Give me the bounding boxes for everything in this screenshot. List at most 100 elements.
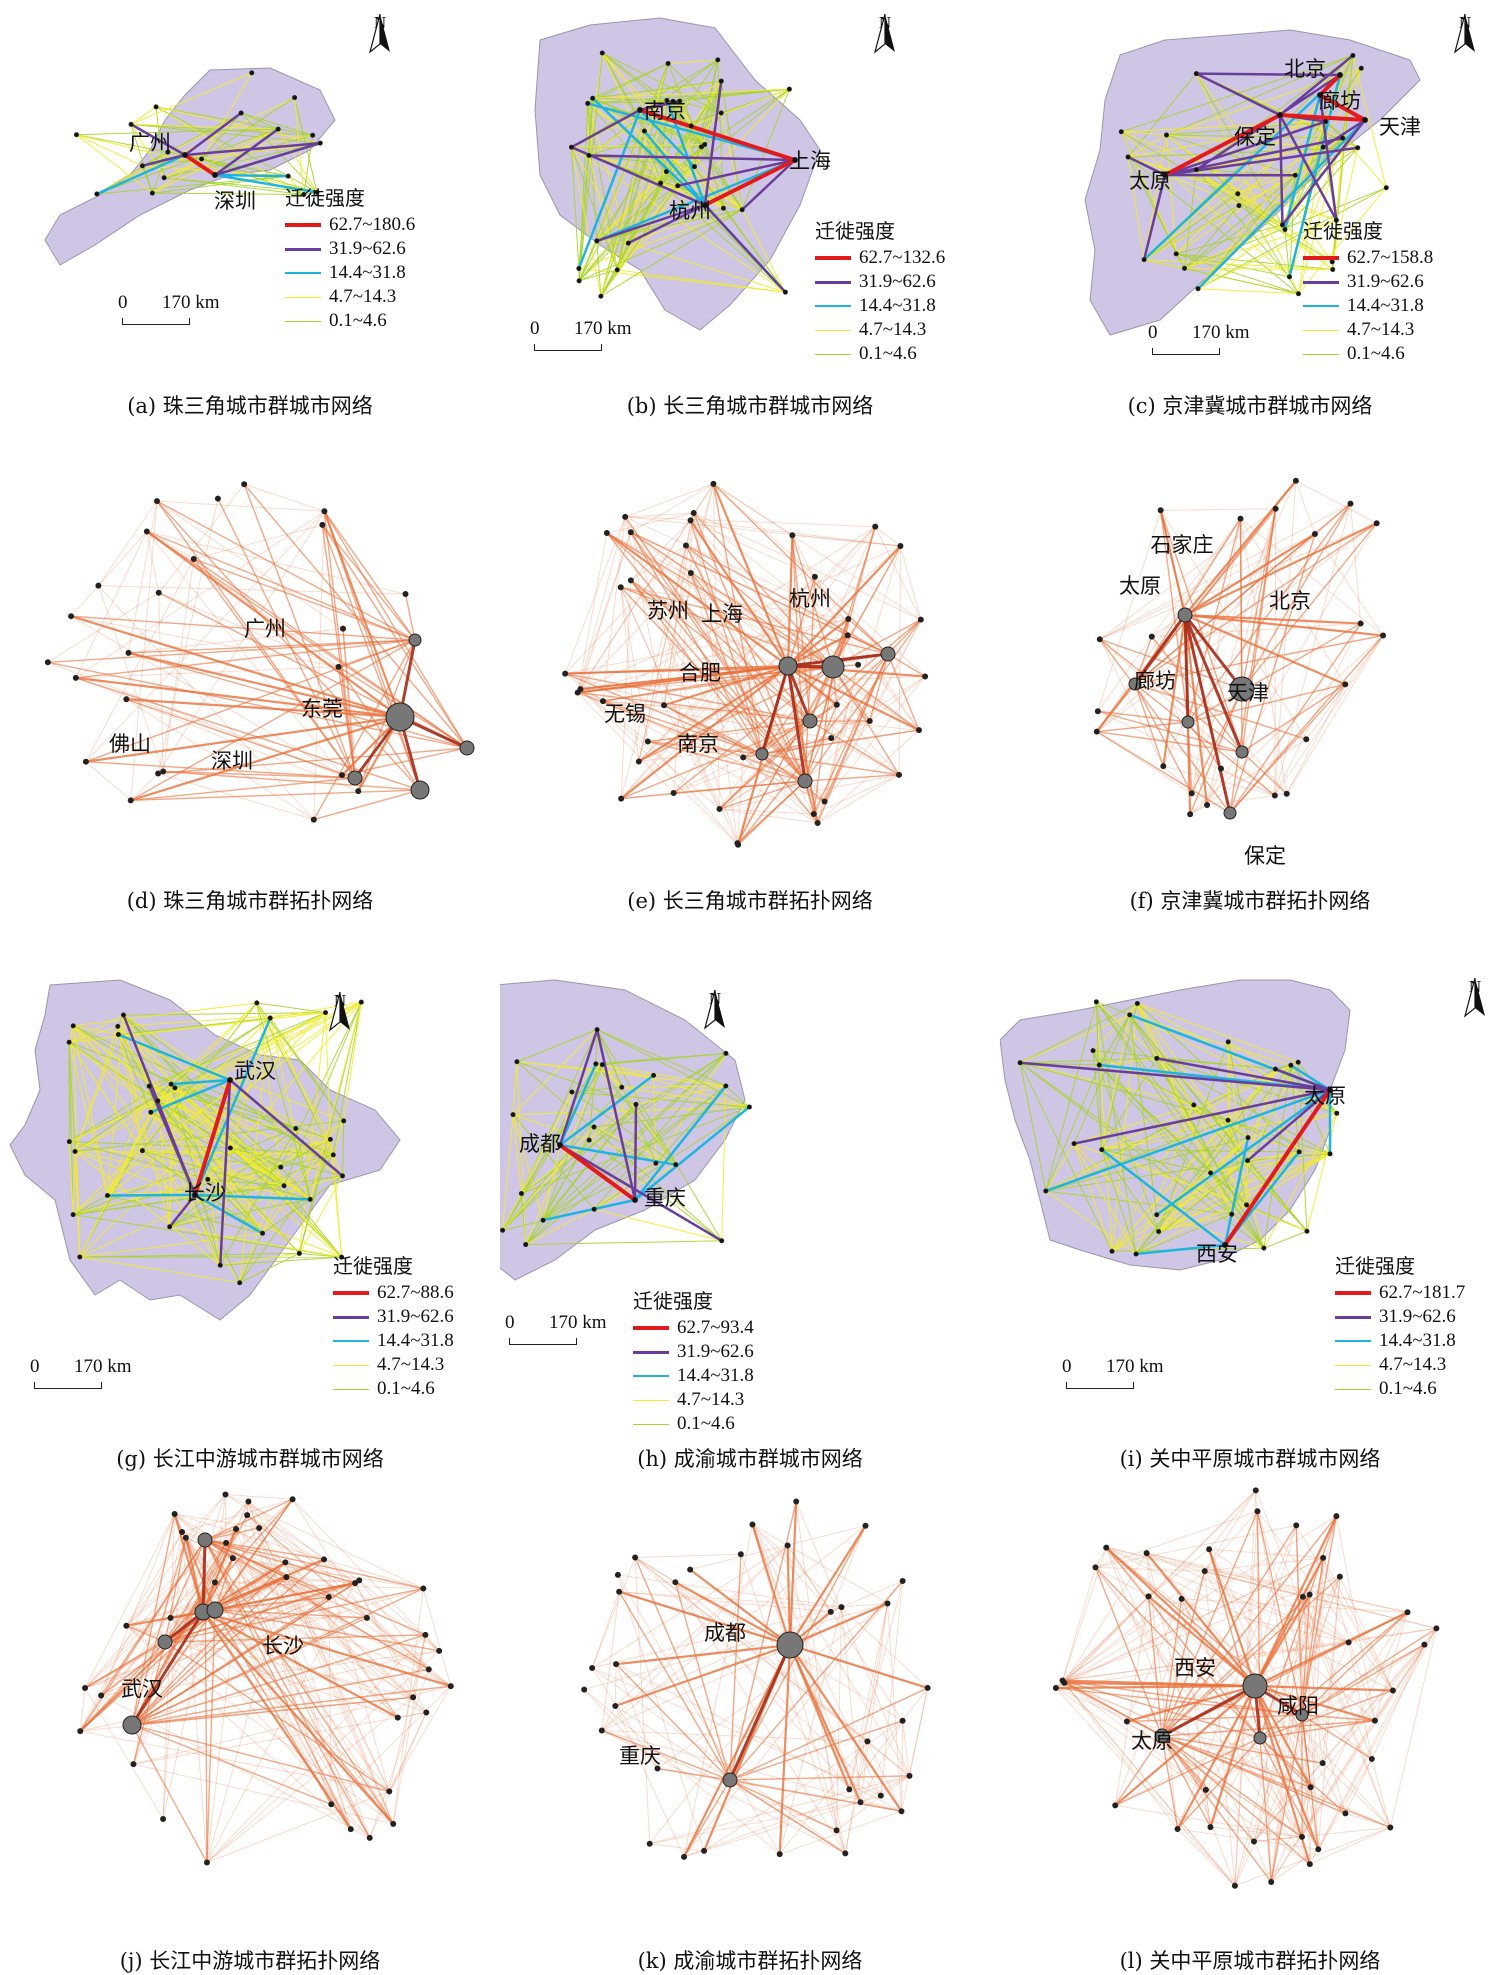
network-edge [901, 1688, 927, 1811]
city-node [1358, 621, 1363, 626]
city-node [1273, 506, 1278, 511]
city-node [900, 1578, 905, 1583]
city-node [1308, 1785, 1313, 1790]
panel-k: 成都 重庆 (k) 成渝城市群拓扑网络 [500, 1480, 1000, 1960]
legend-title: 迁徙强度 [815, 215, 945, 244]
city-node [257, 1525, 262, 1530]
network-edge [790, 1645, 901, 1811]
city-node [460, 741, 474, 755]
scale-zero: 0 [530, 318, 540, 340]
city-label-wuhan: 武汉 [121, 1673, 163, 1703]
legend-row: 31.9~62.6 [285, 237, 415, 261]
city-node [645, 739, 650, 744]
city-label-changsha: 长沙 [184, 1177, 226, 1207]
city-node [865, 1739, 870, 1744]
network-edge [1287, 636, 1383, 794]
city-node [294, 1127, 298, 1131]
city-node [1316, 1847, 1321, 1852]
city-node [578, 687, 583, 692]
city-node [218, 1263, 222, 1267]
city-node [777, 1852, 782, 1857]
network-edge [1161, 509, 1276, 510]
legend-row: 62.7~181.7 [1335, 1281, 1465, 1305]
city-node [1124, 1719, 1129, 1724]
city-label-nanjing: 南京 [677, 728, 719, 758]
legend-row: 4.7~14.3 [633, 1388, 754, 1412]
city-node [1238, 516, 1243, 521]
legend-h: 迁徙强度 62.7~93.4 31.9~62.6 14.4~31.8 4.7~1… [633, 1285, 754, 1436]
legend-range: 62.7~132.6 [859, 247, 945, 269]
city-label-xianyang: 咸阳 [1277, 1690, 1319, 1720]
scale-zero: 0 [1062, 1356, 1072, 1378]
network-edge [71, 531, 147, 616]
city-node [162, 176, 166, 180]
north-arrow-b: N [870, 14, 900, 32]
city-node [1307, 1862, 1312, 1867]
caption-i: (i) 关中平原城市群城市网络 [1000, 1443, 1500, 1473]
city-node [1155, 1213, 1159, 1217]
legend-row: 14.4~31.8 [815, 294, 945, 318]
legend-b: 迁徙强度 62.7~132.6 31.9~62.6 14.4~31.8 4.7~… [815, 215, 945, 366]
city-node [320, 522, 325, 527]
caption-f: (f) 京津冀城市群拓扑网络 [1000, 885, 1500, 915]
city-node [228, 1146, 232, 1150]
city-label-baoding: 保定 [1234, 121, 1276, 151]
network-edge [1205, 1571, 1235, 1886]
city-node [200, 157, 204, 161]
city-node [683, 543, 688, 548]
city-node [156, 1099, 160, 1103]
city-node [78, 1255, 82, 1259]
network-edge [625, 484, 713, 517]
city-node [1237, 204, 1241, 208]
city-node [1230, 1212, 1234, 1216]
city-node [1091, 1049, 1095, 1053]
city-node [339, 773, 344, 778]
panel-h: 成都 重庆 N 迁徙强度 62.7~93.4 31.9~62.6 14.4~31… [500, 960, 1000, 1440]
legend-range: 31.9~62.6 [1379, 1306, 1456, 1328]
city-node [815, 821, 820, 826]
legend-row: 31.9~62.6 [633, 1340, 754, 1364]
city-node [1384, 186, 1388, 190]
city-node [1113, 1803, 1118, 1808]
city-node [242, 482, 247, 487]
city-node [1246, 1159, 1250, 1163]
city-node [1351, 53, 1355, 57]
legend-row: 31.9~62.6 [333, 1305, 454, 1329]
city-node [570, 1090, 574, 1094]
network-edge [625, 517, 875, 527]
city-node [238, 1281, 242, 1285]
city-node [1144, 1551, 1149, 1556]
city-node [1369, 1756, 1374, 1761]
city-node [620, 1085, 624, 1089]
network-edge [805, 620, 921, 781]
network-edge [780, 1811, 902, 1854]
city-node [212, 1580, 217, 1585]
city-node [654, 1161, 658, 1165]
network-edge [370, 1712, 427, 1837]
network-edge [257, 1003, 326, 1013]
topo-l [1000, 1480, 1500, 1920]
city-node [1100, 1148, 1104, 1152]
city-node [1255, 1509, 1260, 1514]
network-edge [1198, 289, 1298, 294]
city-label-langfang: 廊坊 [1134, 665, 1176, 695]
city-node [83, 759, 88, 764]
city-node [787, 87, 791, 91]
city-node [183, 153, 188, 158]
city-node [822, 656, 844, 678]
network-edge [147, 531, 159, 592]
city-node [1194, 168, 1198, 172]
legend-range: 0.1~4.6 [1379, 1378, 1437, 1400]
city-node [599, 294, 603, 298]
city-node [856, 662, 861, 667]
legend-range: 14.4~31.8 [1347, 295, 1424, 317]
network-edge [1318, 1759, 1372, 1849]
city-label-hefei: 合肥 [679, 657, 721, 687]
city-node [328, 1137, 332, 1141]
city-node [666, 61, 670, 65]
city-node [1110, 1249, 1114, 1253]
city-node [282, 1184, 286, 1188]
legend-range: 14.4~31.8 [677, 1365, 754, 1387]
city-node [1253, 1488, 1258, 1493]
city-node [638, 108, 643, 113]
